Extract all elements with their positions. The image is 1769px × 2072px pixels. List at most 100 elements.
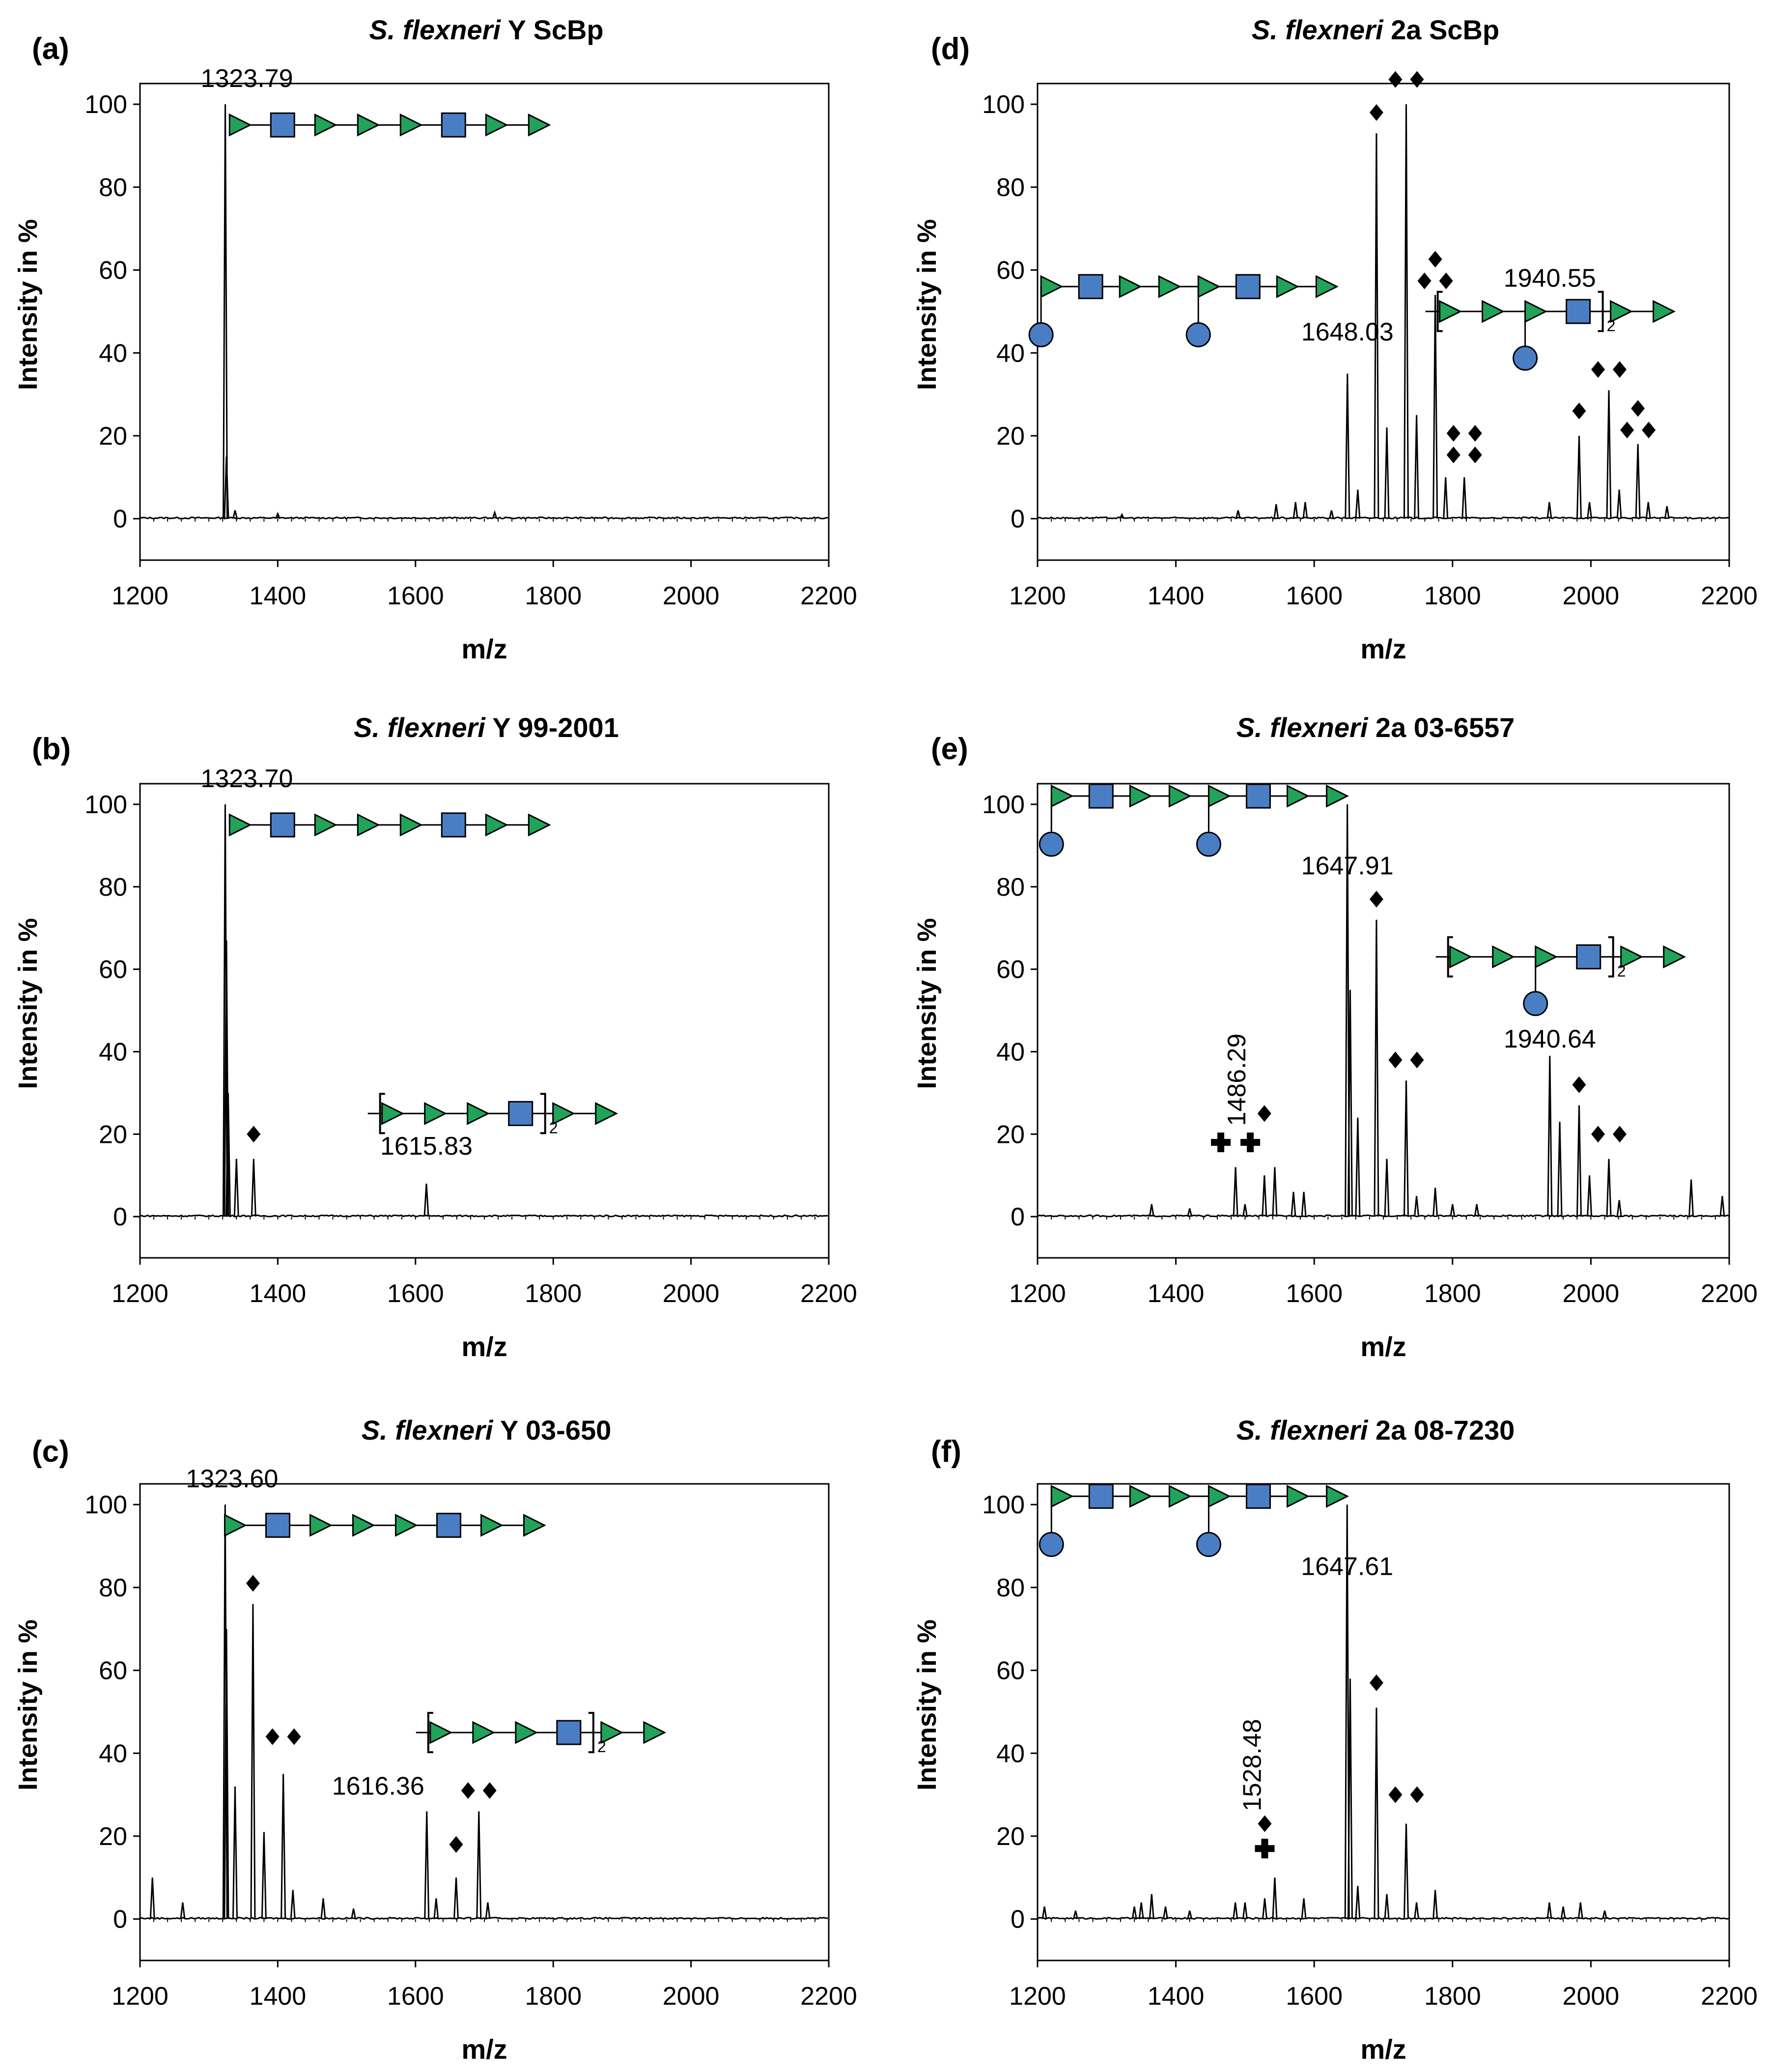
x-tick-label: 1600 (1286, 582, 1343, 610)
y-tick-label: 100 (982, 90, 1025, 119)
rhamnose-triangle-icon (485, 813, 508, 837)
spectrum-panel: (d) S. flexneri 2a ScBp 0 20 40 60 80 100 1200 14… (912, 14, 1758, 664)
x-tick-label: 1800 (1424, 1279, 1481, 1308)
spectrum-peak (1242, 1204, 1248, 1217)
x-axis-label: m/z (461, 2034, 507, 2065)
o-acetyl-diamond-icon (1468, 425, 1482, 442)
x-tick-label: 1200 (1009, 582, 1066, 610)
spectrum-peak (1328, 510, 1334, 519)
rhamnose-triangle-icon (552, 1102, 576, 1125)
x-tick-label: 1400 (250, 1279, 307, 1308)
glcnac-square-icon (265, 1512, 290, 1538)
glcnac-square-icon (1088, 1483, 1114, 1509)
spectrum-peak (1560, 1906, 1566, 1919)
x-tick-label: 2000 (663, 1982, 720, 2011)
mz-peak-label: 1647.61 (1301, 1553, 1393, 1581)
rhamnose-triangle-icon (424, 1102, 448, 1125)
glucose-circle-icon (1196, 1532, 1221, 1557)
y-tick-label: 20 (996, 1822, 1025, 1851)
spectrum-peak (1432, 1890, 1438, 1919)
rhamnose-triangle-icon (523, 1513, 546, 1537)
chart-title-strain: Y ScBp (501, 14, 604, 45)
spectrum-peak (320, 1898, 326, 1919)
o-acetyl-diamond-icon (449, 1836, 463, 1853)
plot-frame (1037, 1483, 1730, 1961)
spectrum-panel: (a) S. flexneri Y ScBp 0 20 40 60 80 100 1200 140… (13, 14, 857, 664)
y-tick-label: 40 (99, 1739, 127, 1768)
o-acetyl-diamond-icon (1369, 890, 1383, 908)
chart-title: S. flexneri Y 03-650 (362, 1415, 612, 1446)
rhamnose-triangle-icon (1168, 1484, 1192, 1508)
panel-label: (e) (931, 732, 968, 766)
panel-label: (c) (32, 1435, 69, 1469)
rhamnose-triangle-icon (1207, 784, 1231, 808)
x-tick-label: 2200 (1701, 1279, 1758, 1308)
glycan-structure (228, 112, 551, 138)
rhamnose-triangle-icon (309, 1513, 333, 1537)
rhamnose-triangle-icon (1326, 1484, 1349, 1508)
spectrum-peak (1345, 373, 1350, 519)
rhamnose-triangle-icon (1653, 300, 1676, 323)
rhamnose-triangle-icon (357, 813, 380, 837)
glcnac-square-icon (441, 812, 466, 838)
y-tick-label: 60 (99, 256, 127, 285)
glycan-structure (228, 812, 551, 838)
x-tick-label: 2000 (1563, 1279, 1620, 1308)
spectrum-peak (1384, 427, 1390, 519)
plot-frame (139, 1483, 830, 1961)
spectrum-peak (1587, 502, 1593, 519)
y-axis-label: Intensity in % (912, 918, 942, 1089)
rhamnose-triangle-icon (1129, 784, 1152, 808)
spectrum-baseline (1037, 1916, 1730, 1920)
rhamnose-triangle-icon (1663, 945, 1686, 968)
panel-label: (a) (32, 32, 69, 66)
chart-title: S. flexneri 2a 03-6557 (1236, 712, 1515, 743)
chart-title-strain: 2a 03-6557 (1368, 712, 1515, 743)
glcnac-square-icon (1088, 783, 1114, 809)
y-tick-label: 0 (1011, 1203, 1025, 1231)
x-tick-label: 2200 (1701, 1982, 1758, 2011)
glucose-circle-icon (1523, 991, 1548, 1016)
y-tick-label: 20 (99, 1120, 127, 1149)
rhamnose-triangle-icon (1040, 275, 1064, 298)
rhamnose-triangle-icon (394, 1513, 418, 1537)
rhamnose-triangle-icon (1610, 300, 1633, 323)
glycan-structure: 2 (416, 1712, 667, 1756)
glycan-structure (1039, 1483, 1349, 1557)
x-tick-label: 2000 (663, 582, 720, 610)
spectrum-peak (1432, 1188, 1438, 1217)
rhamnose-triangle-icon (1287, 1484, 1310, 1508)
chart-title: S. flexneri Y 99-2001 (354, 712, 619, 743)
o-acetyl-diamond-icon (1613, 361, 1627, 378)
glycan-structure (224, 1512, 546, 1538)
spectrum-peak (275, 511, 281, 519)
spectrum-peak (1272, 1167, 1278, 1217)
chart-title-strain: 2a ScBp (1383, 14, 1500, 45)
spectrum-peak (223, 104, 228, 519)
spectrum-peak (224, 1629, 229, 1919)
mz-peak-label: 1940.64 (1504, 1025, 1596, 1053)
rhamnose-triangle-icon (1050, 1484, 1074, 1508)
rhamnose-triangle-icon (528, 813, 551, 837)
y-tick-label: 20 (99, 1822, 127, 1851)
o-acetyl-diamond-icon (1388, 1786, 1403, 1803)
y-tick-label: 80 (996, 173, 1025, 202)
modification-cross-icon (1255, 1839, 1275, 1859)
repeat-bracket-left (427, 1712, 433, 1754)
spectrum-peak (1347, 1678, 1353, 1919)
y-tick-label: 20 (996, 1120, 1025, 1149)
y-tick-label: 40 (996, 1038, 1025, 1066)
chart-title-species: S. flexneri (369, 14, 501, 45)
y-tick-label: 100 (84, 90, 127, 119)
spectrum-peak (351, 1908, 357, 1919)
spectrum-peak (1149, 1894, 1154, 1919)
y-tick-label: 0 (1011, 505, 1025, 534)
spectrum-peak (1616, 489, 1622, 519)
rhamnose-triangle-icon (600, 1721, 624, 1744)
o-acetyl-diamond-icon (1446, 446, 1460, 463)
spectrum-peak (1414, 1902, 1420, 1919)
x-axis-label: m/z (461, 633, 507, 664)
rhamnose-triangle-icon (224, 1513, 247, 1537)
y-tick-label: 80 (99, 873, 127, 902)
